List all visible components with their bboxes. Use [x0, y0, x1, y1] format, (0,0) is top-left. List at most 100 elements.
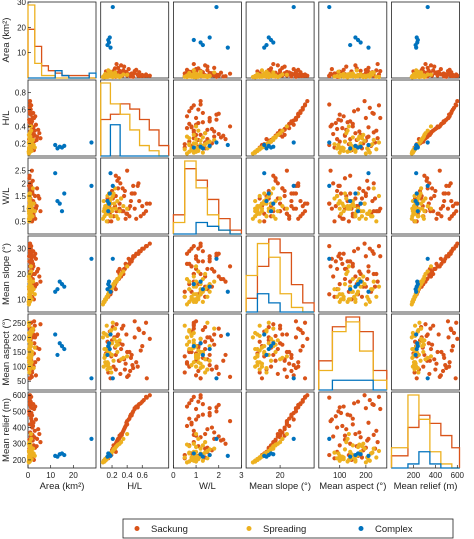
point-sackung-5-2-34	[200, 402, 205, 407]
point-sackung-2-4-32	[338, 191, 344, 196]
histogram-sackung-1	[100, 103, 170, 156]
point-sackung-2-3-26	[296, 216, 301, 221]
point-sackung-2-1-30	[147, 201, 152, 206]
point-sackung-2-5-9	[442, 198, 447, 204]
point-sackung-4-5-31	[423, 322, 428, 327]
point-spreading-0-2-26	[198, 69, 203, 74]
point-sackung-1-2-37	[189, 105, 194, 110]
point-spreading-4-3-15	[264, 370, 269, 375]
point-sackung-1-0-48	[29, 119, 35, 124]
point-sackung-4-1-46	[135, 364, 140, 369]
point-complex-0-1-4	[108, 45, 113, 50]
point-complex-3-4-1	[348, 287, 353, 292]
point-spreading-4-1-24	[125, 354, 130, 359]
point-spreading-0-4-32	[355, 74, 361, 79]
point-spreading-3-4-11	[342, 282, 348, 287]
point-sackung-2-1-29	[125, 168, 130, 173]
legend-label-complex: Complex	[375, 524, 413, 535]
point-spreading-4-5-24	[428, 354, 434, 359]
point-spreading-0-2-37	[187, 72, 192, 77]
ylabel-slope: Mean slope (°)	[1, 243, 12, 305]
point-sackung-3-2-38	[209, 266, 215, 272]
point-spreading-5-2-23	[205, 448, 210, 454]
point-sackung-2-5-27	[429, 186, 435, 191]
point-sackung-1-2-22	[187, 109, 192, 114]
point-spreading-5-0-35	[32, 453, 37, 458]
point-spreading-3-4-35	[354, 292, 359, 297]
point-spreading-0-3-24	[284, 72, 289, 77]
point-complex-0-1-3	[110, 4, 115, 10]
point-complex-4-3-4	[262, 332, 267, 337]
point-complex-5-3-3	[291, 436, 296, 441]
point-sackung-2-1-9	[128, 198, 134, 204]
point-sackung-4-1-35	[118, 371, 123, 377]
point-spreading-4-5-37	[416, 327, 421, 333]
point-sackung-4-3-6	[300, 344, 305, 349]
point-spreading-1-4-29	[344, 131, 349, 136]
point-sackung-3-2-29	[227, 264, 233, 269]
point-complex-4-0-3	[89, 376, 94, 381]
histogram-spreading-1	[100, 82, 169, 157]
point-sackung-3-2-9	[200, 259, 205, 264]
point-spreading-1-0-29	[27, 131, 32, 136]
point-complex-3-2-0	[207, 284, 212, 289]
point-spreading-0-3-18	[271, 70, 276, 75]
xtick-label-3-0: 20	[276, 471, 285, 480]
point-sackung-1-2-44	[198, 102, 203, 107]
point-sackung-5-0-46	[28, 405, 34, 410]
point-complex-0-2-2	[191, 37, 196, 43]
point-complex-0-2-3	[214, 4, 219, 10]
point-spreading-5-2-24	[193, 431, 199, 437]
point-spreading-5-3-39	[257, 455, 262, 460]
point-spreading-3-4-24	[346, 264, 351, 269]
ytick-label-5-1: 300	[13, 440, 27, 449]
point-spreading-1-4-23	[376, 140, 382, 145]
point-spreading-2-3-24	[284, 206, 289, 211]
point-sackung-2-1-16	[113, 173, 118, 178]
point-sackung-1-2-46	[214, 112, 219, 117]
point-sackung-0-4-26	[341, 67, 346, 72]
point-spreading-0-3-37	[264, 72, 269, 77]
point-complex-2-4-0	[353, 191, 358, 196]
point-spreading-4-5-29	[423, 357, 428, 362]
point-spreading-4-5-34	[419, 336, 424, 341]
point-complex-1-0-3	[89, 140, 94, 145]
point-spreading-2-4-30	[367, 209, 372, 214]
point-spreading-4-2-5	[191, 341, 196, 346]
point-sackung-2-4-11	[353, 196, 358, 201]
point-sackung-0-3-21	[282, 64, 287, 69]
point-sackung-4-1-13	[123, 361, 128, 366]
point-spreading-5-4-29	[344, 440, 349, 445]
point-spreading-4-1-27	[114, 339, 119, 344]
point-spreading-1-5-34	[419, 138, 424, 143]
point-sackung-4-2-12	[216, 326, 221, 331]
point-sackung-1-5-49	[436, 125, 441, 130]
point-sackung-2-4-33	[346, 219, 351, 224]
point-sackung-3-4-37	[367, 246, 372, 251]
point-spreading-4-5-10	[412, 323, 418, 328]
point-sackung-5-4-35	[331, 434, 336, 439]
point-complex-1-4-4	[366, 142, 371, 148]
point-sackung-3-2-37	[189, 246, 194, 251]
panel-1-3	[245, 79, 315, 157]
point-spreading-4-3-23	[266, 320, 271, 325]
point-sackung-1-2-40	[193, 115, 199, 121]
point-spreading-2-3-18	[271, 186, 276, 191]
point-spreading-3-4-18	[371, 279, 376, 284]
point-sackung-1-5-37	[451, 105, 457, 110]
panel-0-5	[391, 1, 460, 79]
point-spreading-2-4-37	[370, 214, 375, 219]
point-spreading-5-2-27	[187, 444, 192, 449]
point-sackung-3-2-24	[196, 259, 201, 264]
point-sackung-4-2-40	[193, 319, 199, 324]
point-sackung-4-5-24	[440, 368, 446, 374]
point-spreading-2-4-3	[363, 216, 368, 221]
point-spreading-3-2-29	[203, 271, 208, 277]
point-spreading-5-2-9	[193, 444, 199, 450]
point-spreading-5-4-11	[342, 447, 348, 452]
point-sackung-2-4-34	[370, 198, 375, 204]
point-sackung-5-4-7	[337, 443, 342, 448]
xtick-label-4-1: 200	[359, 471, 373, 480]
point-spreading-4-1-11	[111, 358, 116, 363]
point-sackung-4-3-26	[296, 360, 301, 365]
